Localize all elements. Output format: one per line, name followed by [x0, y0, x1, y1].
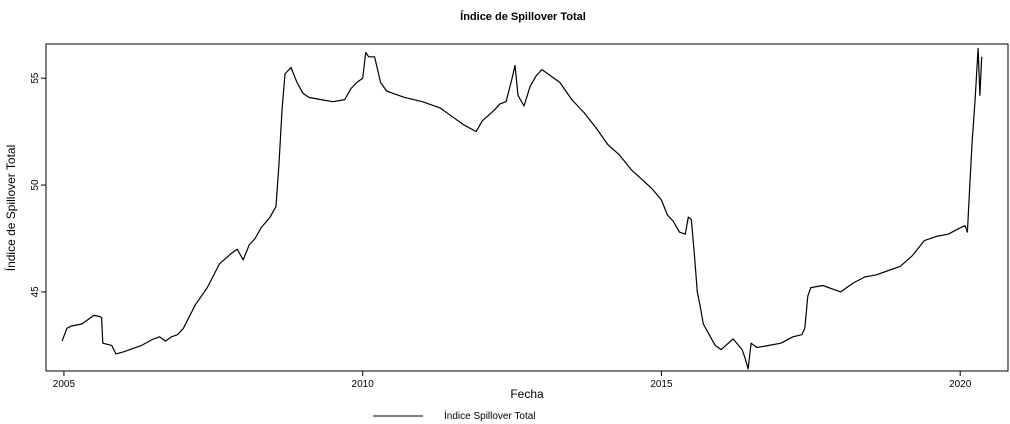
y-tick-label: 50: [30, 179, 41, 191]
plot-frame: [45, 43, 1009, 372]
y-axis: 45 50 55: [30, 72, 46, 297]
x-tick-label: 2020: [949, 379, 972, 390]
x-tick-label: 2010: [352, 379, 375, 390]
chart-title: Índice de Spillover Total: [460, 10, 586, 23]
x-axis-label: Fecha: [510, 387, 544, 401]
legend-label: Índice Spillover Total: [444, 409, 536, 422]
y-tick-label: 55: [30, 72, 41, 84]
series-line-spillover: [61, 47, 983, 370]
y-tick-label: 45: [30, 286, 41, 298]
x-tick-label: 2015: [650, 379, 673, 390]
x-axis: 2005 2010 2015 2020: [53, 371, 972, 390]
y-axis-label: Índice de Spillover Total: [3, 145, 18, 272]
legend: Índice Spillover Total: [373, 409, 536, 422]
x-tick-label: 2005: [53, 379, 76, 390]
